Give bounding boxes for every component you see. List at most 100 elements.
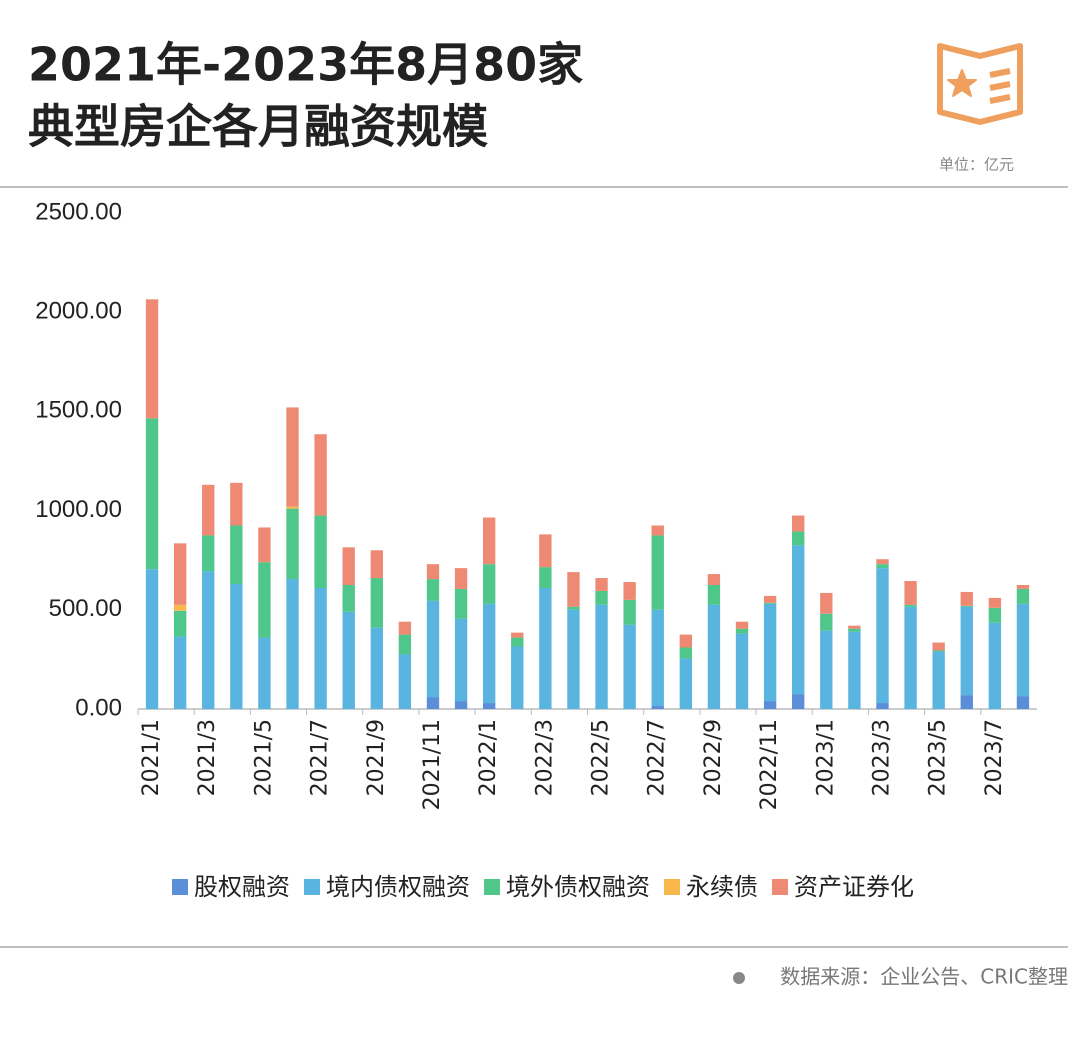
bar-segment xyxy=(426,600,440,698)
bar-segment xyxy=(848,628,861,632)
bar-segment xyxy=(1016,588,1030,604)
bar-segment xyxy=(876,703,889,709)
bar-segment xyxy=(904,606,917,709)
x-tick-label: 2022/9 xyxy=(701,719,726,796)
bar-segment xyxy=(230,482,243,526)
bar-segment xyxy=(763,602,777,604)
x-tick-label: 2022/3 xyxy=(532,719,557,796)
bar-segment xyxy=(539,567,552,588)
x-tick-label: 2022/11 xyxy=(757,719,782,810)
bar-segment xyxy=(230,525,243,585)
bar-segment xyxy=(145,418,159,570)
legend-label: 境外债权融资 xyxy=(506,873,650,901)
legend-label: 境内债权融资 xyxy=(326,873,470,901)
bar-segment xyxy=(539,587,552,709)
bar-segment xyxy=(904,604,917,607)
y-tick-label: 0.00 xyxy=(75,694,122,721)
bar-segment xyxy=(763,701,777,709)
bar-segment xyxy=(820,630,833,709)
legend-swatch xyxy=(772,879,788,895)
bar-segment xyxy=(539,534,552,568)
x-tick-label: 2021/3 xyxy=(195,719,220,796)
bar-segment xyxy=(426,564,440,580)
bar-segment xyxy=(454,568,468,589)
bar-segment xyxy=(876,564,889,569)
bar-segment xyxy=(454,701,468,709)
bar-segment xyxy=(1016,585,1030,589)
bar-segment xyxy=(173,604,187,611)
legend-swatch xyxy=(664,879,680,895)
bar-segment xyxy=(202,484,215,536)
bar-segment xyxy=(482,564,496,604)
bar-segment xyxy=(398,634,412,655)
bar-segment xyxy=(988,597,1002,608)
bar-segment xyxy=(960,605,973,607)
bar-segment xyxy=(651,609,664,707)
bar-segment xyxy=(314,434,327,516)
bar-segment xyxy=(426,579,440,601)
bar-segment xyxy=(173,610,187,637)
bar-segment xyxy=(1016,603,1030,697)
y-tick-label: 1500.00 xyxy=(35,397,122,424)
logo-icon xyxy=(937,43,1023,125)
bar-segment xyxy=(342,585,355,612)
legend-label: 永续债 xyxy=(686,873,758,901)
bar-segment xyxy=(848,631,861,709)
source-dot xyxy=(733,972,745,984)
bar-segment xyxy=(511,646,524,709)
bar-segment xyxy=(932,651,945,709)
bar-segment xyxy=(1016,696,1030,709)
bar-segment xyxy=(988,607,1002,623)
bar-segment xyxy=(763,603,777,702)
bar-segment xyxy=(258,562,271,638)
bar-segment xyxy=(426,697,440,709)
chart-title: 2021年-2023年8月80家 xyxy=(28,38,583,92)
bar-segment xyxy=(567,609,580,709)
legend-swatch xyxy=(304,879,320,895)
bar-segment xyxy=(202,571,215,709)
bar-segment xyxy=(904,581,917,605)
x-tick-label: 2021/11 xyxy=(420,719,445,810)
bar-segment xyxy=(342,611,355,709)
y-tick-label: 2500.00 xyxy=(35,198,122,225)
bar-segment xyxy=(258,637,271,709)
unit-note: 单位：亿元 xyxy=(939,156,1014,174)
bar-segment xyxy=(202,535,215,572)
bar-segment xyxy=(988,622,1002,709)
x-tick-label: 2023/3 xyxy=(869,719,894,796)
bar-segment xyxy=(735,621,749,629)
bar-segment xyxy=(707,604,721,709)
x-tick-label: 2022/7 xyxy=(645,719,670,796)
bar-segment xyxy=(651,525,664,536)
bar-segment xyxy=(651,535,664,610)
x-tick-label: 2021/5 xyxy=(251,719,276,796)
bar-segment xyxy=(314,587,327,709)
bar-segment xyxy=(792,694,805,709)
bar-segment xyxy=(145,569,159,709)
legend-label: 资产证券化 xyxy=(794,873,914,901)
bar-segment xyxy=(960,695,973,709)
bar-segment xyxy=(623,599,636,625)
bar-segment xyxy=(932,642,945,651)
bar-segment xyxy=(567,572,580,607)
bar-segment xyxy=(342,547,355,585)
bar-segment xyxy=(230,584,243,709)
chart-title: 典型房企各月融资规模 xyxy=(28,100,488,154)
bar-segment xyxy=(876,559,889,565)
bar-segment xyxy=(145,299,159,419)
bar-segment xyxy=(173,636,187,709)
bar-segment xyxy=(679,634,693,648)
bar-segment xyxy=(792,515,805,532)
bar-segment xyxy=(398,654,412,709)
bar-segment xyxy=(735,633,749,709)
bar-segment xyxy=(876,568,889,704)
bar-segment xyxy=(679,658,693,709)
bar-segment xyxy=(258,527,271,563)
bar-segment xyxy=(173,543,187,605)
legend-swatch xyxy=(484,879,500,895)
bar-segment xyxy=(820,592,833,614)
bar-segment xyxy=(707,574,721,585)
bar-segment xyxy=(651,706,664,709)
bar-segment xyxy=(286,407,299,507)
bar-segment xyxy=(286,579,299,709)
